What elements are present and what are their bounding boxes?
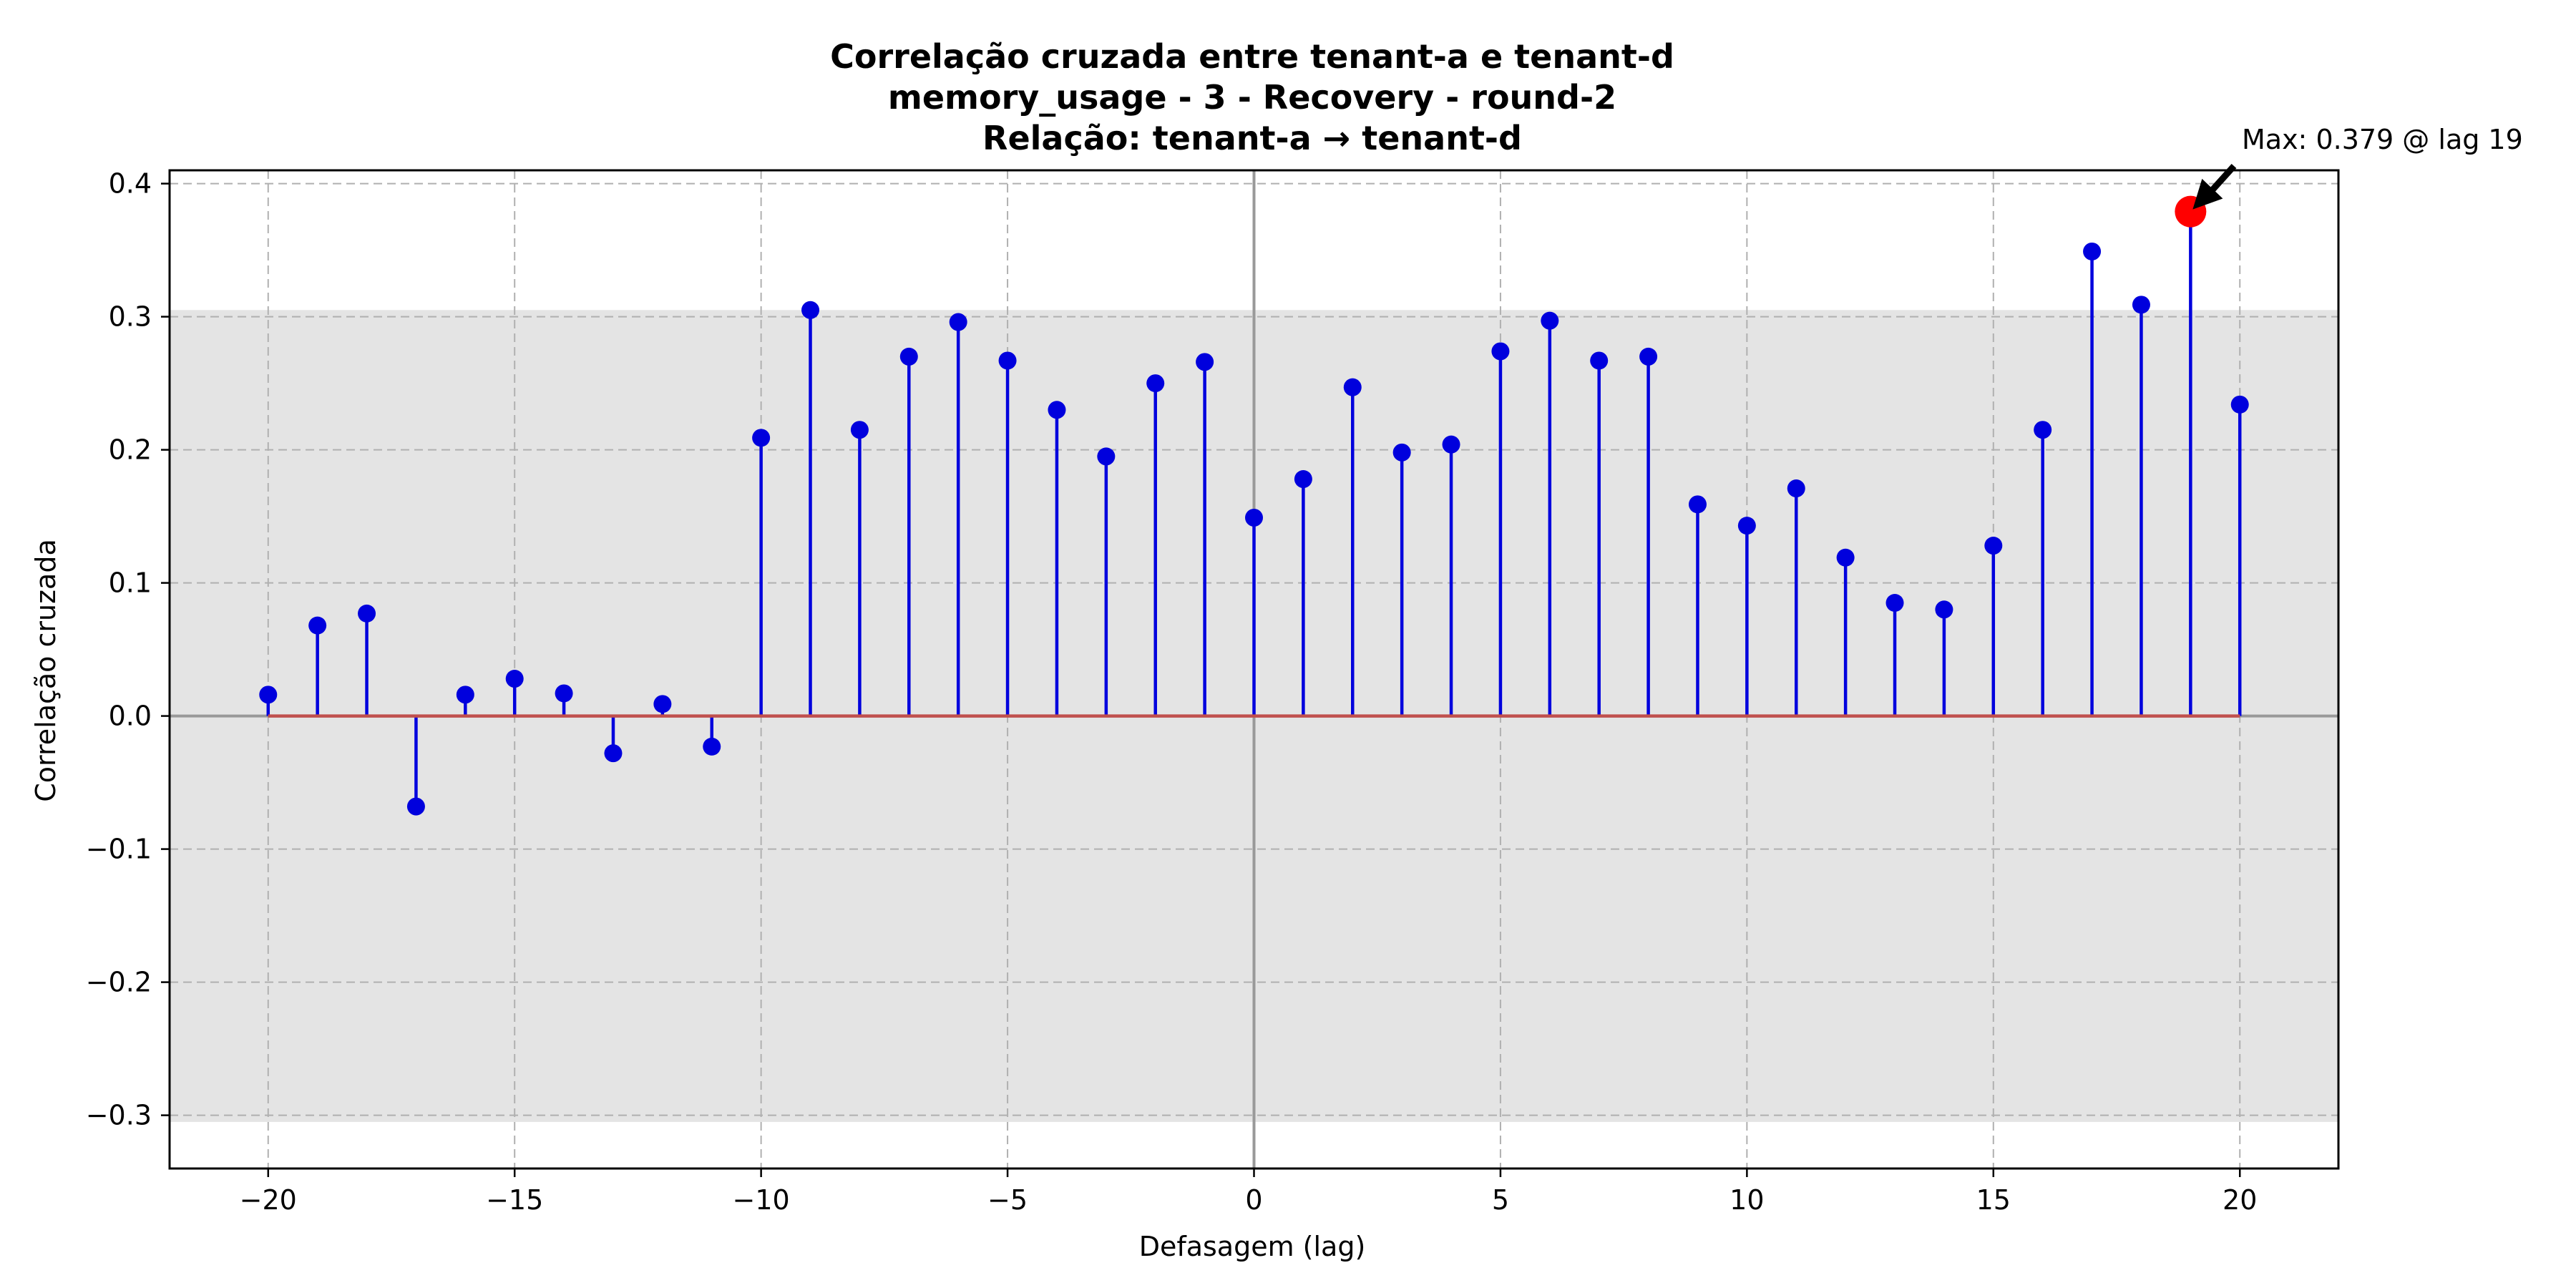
max-annotation-label: Max: 0.379 @ lag 19 bbox=[2242, 124, 2523, 155]
x-tick-label: −20 bbox=[240, 1184, 297, 1216]
data-point bbox=[1196, 353, 1214, 371]
data-point bbox=[406, 797, 425, 816]
data-point bbox=[752, 429, 771, 447]
data-point bbox=[1442, 435, 1460, 454]
chart-title-line-1: Correlação cruzada entre tenant-a e tena… bbox=[830, 37, 1674, 76]
data-point bbox=[850, 421, 869, 439]
y-tick-label: −0.2 bbox=[86, 967, 152, 998]
annotation-arrowhead bbox=[2192, 178, 2223, 210]
data-point bbox=[456, 686, 474, 704]
data-point bbox=[801, 301, 820, 319]
data-point bbox=[1787, 479, 1805, 498]
data-point bbox=[1885, 594, 1904, 612]
data-point bbox=[1097, 447, 1116, 466]
data-point bbox=[2132, 296, 2150, 314]
x-tick-label: 20 bbox=[2223, 1184, 2257, 1216]
x-tick-label: 0 bbox=[1245, 1184, 1262, 1216]
data-point bbox=[604, 744, 623, 763]
chart-title-line-2: memory_usage - 3 - Recovery - round-2 bbox=[888, 78, 1616, 117]
y-tick-label: 0.1 bbox=[109, 567, 152, 599]
data-point bbox=[1541, 311, 1559, 330]
data-point bbox=[358, 604, 376, 623]
data-point bbox=[308, 616, 327, 635]
data-point bbox=[505, 670, 524, 688]
data-point bbox=[1935, 600, 1953, 619]
plot-area: Max: 0.379 @ lag 19 −20 −15 −10 −5 0 5 10 15 20 −0… bbox=[86, 124, 2523, 1216]
data-point bbox=[1048, 401, 1066, 419]
data-point bbox=[653, 695, 672, 713]
x-tick-label: 15 bbox=[1976, 1184, 2011, 1216]
data-point bbox=[899, 347, 918, 366]
data-point bbox=[1639, 347, 1658, 366]
y-tick-label: −0.1 bbox=[86, 834, 152, 865]
data-point bbox=[949, 313, 967, 331]
y-tick-label: 0.4 bbox=[109, 168, 152, 200]
chart-title: Correlação cruzada entre tenant-a e tena… bbox=[830, 37, 1674, 157]
data-point bbox=[1737, 517, 1756, 535]
data-point bbox=[1343, 378, 1362, 396]
x-axis-label: Defasagem (lag) bbox=[1139, 1231, 1366, 1262]
data-point bbox=[2034, 421, 2052, 439]
x-tick-label: 5 bbox=[1492, 1184, 1509, 1216]
y-tick-label: −0.3 bbox=[86, 1100, 152, 1131]
data-point bbox=[2230, 395, 2249, 414]
x-tick-label: 10 bbox=[1729, 1184, 1764, 1216]
chart-title-line-3: Relação: tenant-a → tenant-d bbox=[982, 119, 1522, 157]
data-point bbox=[1590, 351, 1609, 370]
data-point bbox=[1984, 537, 2003, 555]
data-point bbox=[1146, 374, 1165, 393]
data-point bbox=[2083, 242, 2102, 260]
y-tick-label: 0.2 bbox=[109, 434, 152, 466]
data-point bbox=[259, 686, 278, 704]
x-tick-label: −15 bbox=[486, 1184, 543, 1216]
data-point bbox=[1836, 548, 1855, 567]
y-tick-label: 0.0 bbox=[109, 701, 152, 732]
data-point bbox=[1392, 443, 1411, 462]
data-point bbox=[1491, 342, 1510, 361]
data-point bbox=[555, 684, 573, 703]
data-point bbox=[998, 351, 1017, 370]
x-tick-label: −10 bbox=[733, 1184, 790, 1216]
data-point bbox=[1688, 495, 1707, 514]
data-point bbox=[703, 737, 721, 756]
y-tick-label: 0.3 bbox=[109, 301, 152, 333]
y-axis-label: Correlação cruzada bbox=[30, 539, 62, 802]
data-point bbox=[1294, 470, 1312, 489]
data-point bbox=[1245, 508, 1263, 527]
x-tick-label: −5 bbox=[987, 1184, 1028, 1216]
